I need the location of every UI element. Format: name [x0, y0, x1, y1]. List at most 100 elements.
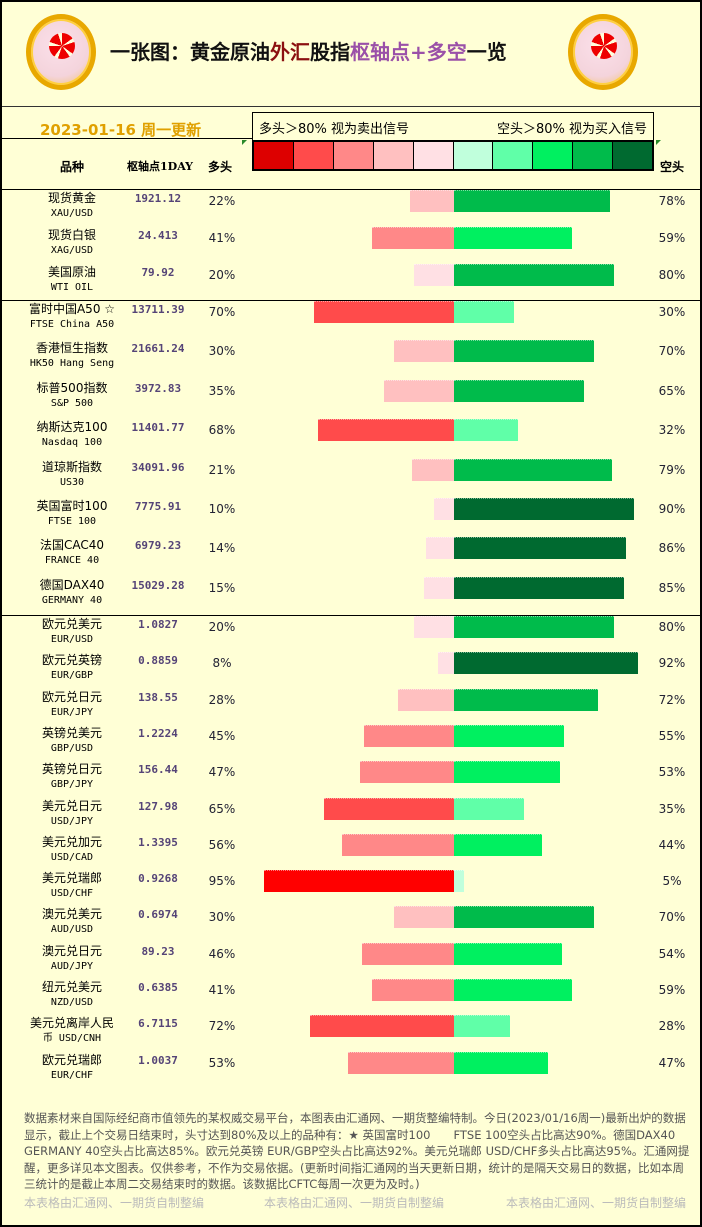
instrument-en: EUR/JPY [50, 706, 94, 718]
long-bar [362, 942, 454, 965]
instrument-name: 美元兑瑞郎 USD/CHF [2, 871, 142, 901]
table-row: 纽元兑美元 NZD/USD 0.6385 41% 59% [2, 978, 700, 1014]
short-bar [454, 616, 614, 638]
table-row: 美国原油 WTI OIL 79.92 20% 80% [2, 263, 700, 300]
long-percent: 14% [208, 541, 236, 556]
pivot-value: 0.9268 [138, 872, 178, 886]
instrument-en: USD/CAD [50, 851, 94, 863]
instrument-name: 美元兑离岸人民币 USD/CNH [2, 1016, 142, 1046]
instrument-en: WTI OIL [50, 282, 94, 293]
legend-swatch [613, 142, 653, 169]
short-percent: 72% [658, 692, 686, 707]
table-row: 美元兑日元 USD/JPY 127.98 65% 35% [2, 797, 700, 833]
instrument-cn: 纽元兑美元 [41, 980, 102, 995]
long-bar [324, 797, 454, 820]
instrument-en: FTSE China A50 [29, 319, 115, 330]
pivot-value: 1.0037 [138, 1053, 178, 1067]
short-percent: 30% [658, 305, 686, 319]
long-bar [384, 379, 454, 402]
watermark: 本表格由汇通网、一期货自制整编 [24, 1196, 205, 1210]
pivot-value: 0.6974 [138, 908, 178, 922]
instrument-cn: 美元兑加元 [41, 834, 102, 849]
long-percent: 41% [208, 231, 236, 245]
short-percent: 28% [658, 1019, 686, 1034]
long-bar [364, 724, 454, 747]
pivot-value: 0.6385 [138, 981, 178, 995]
pivot-value: 138.55 [138, 690, 178, 704]
short-bar [454, 870, 464, 893]
instrument-name: 道琼斯指数 US30 [2, 460, 142, 490]
short-bar [454, 1051, 548, 1074]
long-bar [318, 419, 454, 442]
table-row: 美元兑瑞郎 USD/CHF 0.9268 95% 5% [2, 869, 700, 905]
table-row: 现货黄金 XAU/USD 1921.12 22% 78% [2, 189, 700, 226]
short-percent: 59% [658, 231, 686, 245]
section-divider [2, 300, 700, 301]
pivot-value: 15029.28 [131, 578, 185, 592]
long-bar [360, 761, 454, 784]
legend-swatch [533, 142, 574, 169]
table-row: 英镑兑美元 GBP/USD 1.2224 45% 55% [2, 724, 700, 760]
table-row: 法国CAC40 FRANCE 40 6979.23 14% 86% [2, 536, 700, 575]
instrument-en: AUD/JPY [50, 960, 94, 972]
instrument-cn: 英国富时100 [36, 498, 108, 513]
table-row: 英镑兑日元 GBP/JPY 156.44 47% 53% [2, 760, 700, 796]
short-bar [454, 979, 572, 1002]
section-divider [2, 189, 700, 190]
short-bar [454, 497, 634, 520]
instrument-name: 英镑兑美元 GBP/USD [2, 726, 142, 756]
long-percent: 70% [208, 305, 236, 319]
instrument-name: 纽元兑美元 NZD/USD [2, 980, 142, 1010]
short-bar [454, 833, 542, 856]
long-percent: 10% [208, 501, 236, 516]
short-bar [454, 379, 584, 402]
pivot-value: 21661.24 [131, 342, 185, 356]
title-part: 外汇 [270, 40, 310, 64]
short-bar [454, 797, 524, 820]
long-percent: 41% [208, 983, 236, 998]
long-bar [394, 340, 454, 363]
instrument-cn: 欧元兑瑞郎 [41, 1052, 102, 1067]
long-percent: 53% [208, 1055, 236, 1070]
long-bar [434, 497, 454, 520]
pivot-value: 127.98 [138, 799, 178, 813]
pivot-value: 11401.77 [131, 421, 185, 435]
table-row: 德国DAX40 GERMANY 40 15029.28 15% 85% [2, 576, 700, 615]
table-row: 标普500指数 S&P 500 3972.83 35% 65% [2, 379, 700, 418]
long-percent: 68% [208, 423, 236, 438]
long-bar [394, 906, 454, 929]
instrument-cn: 富时中国A50 ☆ [28, 302, 116, 316]
instrument-cn: 英镑兑美元 [41, 725, 102, 740]
short-percent: 54% [658, 946, 686, 961]
instrument-name: 欧元兑瑞郎 EUR/CHF [2, 1053, 142, 1083]
instrument-en: USD/JPY [50, 815, 94, 827]
long-percent: 20% [208, 620, 236, 634]
instrument-en: 币 USD/CNH [42, 1033, 102, 1045]
short-bar [454, 537, 626, 560]
instrument-name: 欧元兑日元 EUR/JPY [2, 690, 142, 720]
short-percent: 32% [658, 423, 686, 438]
short-percent: 44% [658, 837, 686, 852]
short-bar [454, 724, 564, 747]
pivot-value: 1921.12 [134, 192, 182, 205]
instrument-en: NZD/USD [50, 997, 94, 1009]
instrument-name: 美元兑日元 USD/JPY [2, 799, 142, 829]
pivot-value: 3972.83 [134, 381, 182, 395]
instrument-en: EUR/GBP [50, 670, 94, 682]
instrument-name: 美国原油 WTI OIL [2, 265, 142, 295]
short-percent: 92% [658, 656, 686, 671]
instrument-name: 美元兑加元 USD/CAD [2, 835, 142, 865]
divider [2, 138, 252, 139]
instrument-en: EUR/CHF [50, 1069, 94, 1081]
brand-logo-left [26, 14, 96, 90]
instrument-name: 香港恒生指数 HK50 Hang Seng [2, 341, 142, 371]
pivot-value: 1.3395 [138, 835, 178, 849]
long-bar [414, 616, 454, 638]
long-percent: 46% [208, 946, 236, 961]
table-row: 英国富时100 FTSE 100 7775.91 10% 90% [2, 497, 700, 536]
long-percent: 56% [208, 837, 236, 852]
long-percent: 30% [208, 910, 236, 925]
long-percent: 20% [208, 268, 236, 282]
long-bar [264, 870, 454, 893]
column-header-long: 多头 [208, 160, 233, 174]
